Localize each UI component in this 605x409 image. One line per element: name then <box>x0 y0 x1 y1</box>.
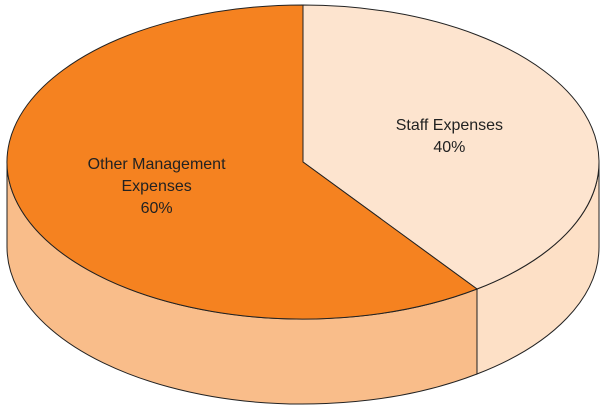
pie-slice <box>6 4 479 320</box>
slice-value: 40% <box>433 138 466 156</box>
slice-value: 60% <box>140 200 173 218</box>
slice-category: Staff Expenses <box>395 116 504 134</box>
slice-category: Other Management Expenses <box>87 156 226 196</box>
slice-label: Other Management Expenses 60% <box>62 154 252 220</box>
pie-slice <box>302 4 600 290</box>
slice-label: Staff Expenses 40% <box>396 115 503 159</box>
